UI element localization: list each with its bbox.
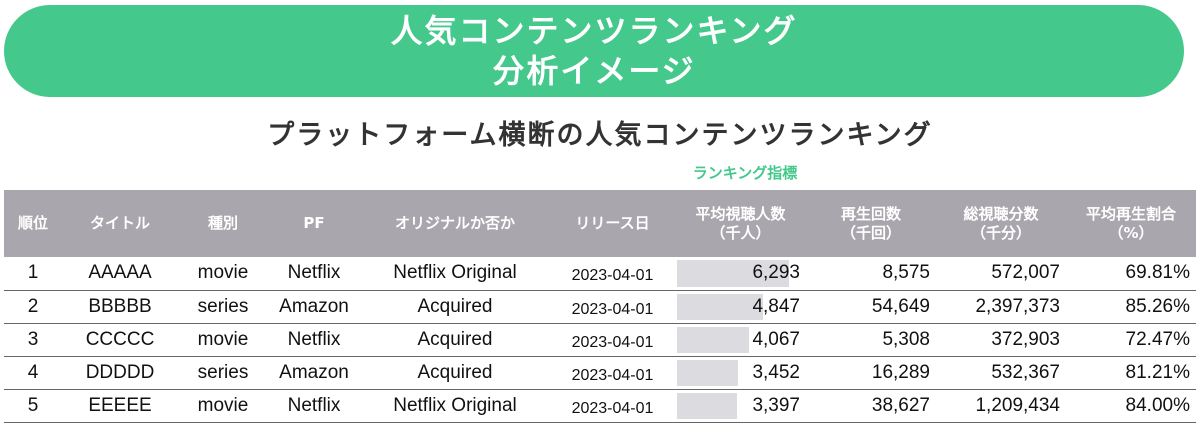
header-rank[interactable]: 順位 [17,214,48,232]
cell-release: 2023-04-01 [550,257,675,291]
avg-viewers-bar [677,260,789,287]
header-pf[interactable]: PF [303,214,325,232]
cell-type: movie [178,257,268,291]
cell-pf: Amazon [268,356,360,390]
header-total-minutes-line1: 総視聴分数 [963,204,1039,223]
cell-plays: 16,289 [806,356,936,390]
header-total-minutes[interactable]: 総視聴分数 （千分） [936,190,1066,257]
cell-original: Netflix Original [360,389,550,423]
cell-pf: Netflix [268,257,360,291]
cell-plays: 54,649 [806,290,936,324]
header-plays[interactable]: 再生回数 （千回） [806,190,936,257]
cell-type: series [178,356,268,390]
avg-viewers-value: 3,397 [752,394,800,416]
header-avg-viewers-line1: 平均視聴人数 [695,204,786,223]
table-row: 2 BBBBB series Amazon Acquired 2023-04-0… [4,290,1196,324]
cell-title: BBBBB [62,290,178,324]
cell-original: Acquired [360,323,550,357]
avg-viewers-bar [677,392,737,419]
cell-pf: Netflix [268,323,360,357]
cell-original: Netflix Original [360,257,550,291]
header-avg-viewers[interactable]: 平均視聴人数 （千人） [675,190,806,257]
table-row: 5 EEEEE movie Netflix Netflix Original 2… [4,389,1196,423]
cell-total-minutes: 372,903 [936,323,1066,357]
cell-rank: 2 [4,290,62,324]
cell-type: movie [178,323,268,357]
cell-rank: 1 [4,257,62,291]
cell-rank: 3 [4,323,62,357]
cell-release: 2023-04-01 [550,323,675,357]
cell-plays: 5,308 [806,323,936,357]
cell-total-minutes: 572,007 [936,257,1066,291]
cell-rank: 4 [4,356,62,390]
cell-type: movie [178,389,268,423]
cell-total-minutes: 2,397,373 [936,290,1066,324]
cell-completion: 81.21% [1066,356,1196,390]
cell-title: EEEEE [62,389,178,423]
cell-original: Acquired [360,356,550,390]
cell-title: AAAAA [62,257,178,291]
cell-completion: 69.81% [1066,257,1196,291]
cell-avg-viewers: 3,397 [675,389,806,423]
header-completion-line2: （%） [1108,223,1154,242]
cell-plays: 8,575 [806,257,936,291]
header-original[interactable]: オリジナルか否か [394,214,515,232]
title-banner: 人気コンテンツランキング 分析イメージ [4,5,1184,97]
cell-release: 2023-04-01 [550,290,675,324]
table-row: 1 AAAAA movie Netflix Netflix Original 2… [4,257,1196,291]
cell-pf: Netflix [268,389,360,423]
cell-release: 2023-04-01 [550,356,675,390]
cell-pf: Amazon [268,290,360,324]
header-type[interactable]: 種別 [207,214,238,232]
ranking-indicator-label: ランキング指標 [692,164,798,182]
cell-completion: 72.47% [1066,323,1196,357]
cell-rank: 5 [4,389,62,423]
header-total-minutes-line2: （千分） [970,223,1031,242]
cell-title: DDDDD [62,356,178,390]
cell-avg-viewers: 4,847 [675,290,806,324]
page-subtitle: プラットフォーム横断の人気コンテンツランキング [267,120,933,151]
header-completion-line1: 平均再生割合 [1085,204,1176,223]
header-completion[interactable]: 平均再生割合 （%） [1066,190,1196,257]
avg-viewers-bar [677,359,738,386]
header-plays-line1: 再生回数 [840,204,901,223]
cell-total-minutes: 1,209,434 [936,389,1066,423]
cell-original: Acquired [360,290,550,324]
table-row: 4 DDDDD series Amazon Acquired 2023-04-0… [4,356,1196,390]
avg-viewers-bar [677,326,749,353]
banner-title-line2: 分析イメージ [492,52,696,90]
cell-release: 2023-04-01 [550,389,675,423]
header-release[interactable]: リリース日 [575,214,650,232]
avg-viewers-value: 4,067 [752,328,800,350]
ranking-table: 順位 タイトル 種別 PF オリジナルか否か リリース日 平均視聴人数 （千人） … [4,190,1196,423]
table-row: 3 CCCCC movie Netflix Acquired 2023-04-0… [4,323,1196,357]
table-header-row: 順位 タイトル 種別 PF オリジナルか否か リリース日 平均視聴人数 （千人） … [4,190,1196,257]
cell-title: CCCCC [62,323,178,357]
avg-viewers-value: 6,293 [752,262,800,284]
cell-plays: 38,627 [806,389,936,423]
header-title[interactable]: タイトル [89,214,150,232]
cell-avg-viewers: 3,452 [675,356,806,390]
cell-completion: 85.26% [1066,290,1196,324]
header-avg-viewers-line2: （千人） [710,223,771,242]
cell-total-minutes: 532,367 [936,356,1066,390]
avg-viewers-bar [677,293,763,320]
cell-completion: 84.00% [1066,389,1196,423]
cell-type: series [178,290,268,324]
header-plays-line2: （千回） [840,223,901,242]
banner-title-line1: 人気コンテンツランキング [390,12,798,50]
cell-avg-viewers: 4,067 [675,323,806,357]
avg-viewers-value: 3,452 [752,361,800,383]
cell-avg-viewers: 6,293 [675,257,806,291]
avg-viewers-value: 4,847 [752,295,800,317]
